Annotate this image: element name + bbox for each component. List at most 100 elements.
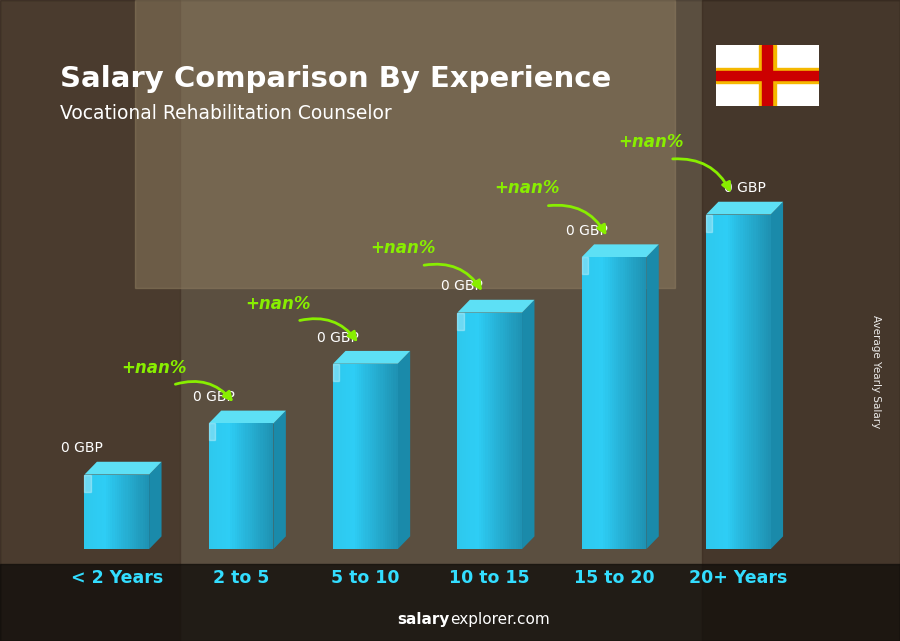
Bar [584, 257, 586, 549]
Bar [738, 215, 741, 549]
Bar [485, 313, 488, 549]
Polygon shape [398, 351, 410, 549]
Bar [742, 215, 745, 549]
Bar [516, 313, 517, 549]
Bar [246, 424, 248, 549]
Polygon shape [457, 300, 535, 313]
Bar [114, 474, 117, 549]
Bar [710, 215, 713, 549]
Bar [100, 474, 102, 549]
Bar [243, 424, 246, 549]
Polygon shape [581, 244, 659, 257]
Bar [638, 257, 640, 549]
Bar [616, 257, 618, 549]
Bar [716, 215, 719, 549]
Text: Average Yearly Salary: Average Yearly Salary [871, 315, 881, 428]
Text: 0 GBP: 0 GBP [193, 390, 235, 404]
Bar [460, 313, 462, 549]
Bar [716, 68, 819, 83]
Bar [760, 215, 762, 549]
Polygon shape [706, 202, 783, 215]
Bar [595, 257, 597, 549]
Bar [226, 424, 229, 549]
Bar [218, 424, 220, 549]
Bar [265, 424, 267, 549]
Bar [468, 313, 471, 549]
Polygon shape [209, 424, 215, 440]
Bar [589, 257, 590, 549]
Bar [725, 215, 727, 549]
Bar [631, 257, 634, 549]
Text: +nan%: +nan% [122, 358, 187, 376]
Bar [513, 313, 516, 549]
Bar [762, 45, 772, 106]
Bar [601, 257, 603, 549]
Bar [117, 474, 119, 549]
Bar [759, 45, 776, 106]
Bar [209, 424, 211, 549]
Bar [333, 363, 335, 549]
Bar [256, 424, 258, 549]
Bar [128, 474, 130, 549]
Bar [365, 363, 367, 549]
Bar [758, 215, 760, 549]
Bar [471, 313, 473, 549]
Polygon shape [333, 351, 410, 363]
Bar [505, 313, 507, 549]
Bar [640, 257, 642, 549]
Bar [598, 257, 601, 549]
Bar [745, 215, 747, 549]
Bar [355, 363, 356, 549]
Bar [249, 424, 252, 549]
Bar [132, 474, 134, 549]
Bar [634, 257, 635, 549]
Bar [483, 313, 485, 549]
Bar [466, 313, 468, 549]
Polygon shape [646, 244, 659, 549]
Bar [229, 424, 230, 549]
Bar [111, 474, 112, 549]
Bar [627, 257, 629, 549]
Bar [136, 474, 139, 549]
Polygon shape [333, 363, 339, 381]
Bar [241, 424, 243, 549]
Bar [382, 363, 385, 549]
Bar [339, 363, 342, 549]
Bar [139, 474, 140, 549]
Bar [592, 257, 595, 549]
Polygon shape [85, 462, 161, 474]
Bar [496, 313, 499, 549]
Bar [642, 257, 644, 549]
Polygon shape [581, 257, 588, 274]
Bar [753, 215, 756, 549]
Bar [581, 257, 584, 549]
Bar [238, 424, 241, 549]
Bar [741, 215, 742, 549]
Bar [134, 474, 136, 549]
Bar [271, 424, 274, 549]
Bar [93, 474, 95, 549]
Bar [224, 424, 226, 549]
Bar [123, 474, 125, 549]
Bar [85, 474, 86, 549]
Bar [130, 474, 132, 549]
Bar [147, 474, 149, 549]
Bar [635, 257, 638, 549]
Bar [629, 257, 631, 549]
Bar [221, 424, 224, 549]
Bar [482, 313, 483, 549]
Bar [145, 474, 147, 549]
Bar [267, 424, 269, 549]
Bar [590, 257, 592, 549]
Text: salary: salary [398, 612, 450, 627]
Text: +nan%: +nan% [370, 239, 436, 257]
Text: Vocational Rehabilitation Counselor: Vocational Rehabilitation Counselor [60, 104, 392, 122]
Bar [472, 313, 474, 549]
Bar [381, 363, 382, 549]
Bar [248, 424, 249, 549]
Bar [625, 257, 627, 549]
Bar [474, 313, 477, 549]
Bar [338, 363, 339, 549]
Bar [359, 363, 361, 549]
Bar [237, 424, 239, 549]
